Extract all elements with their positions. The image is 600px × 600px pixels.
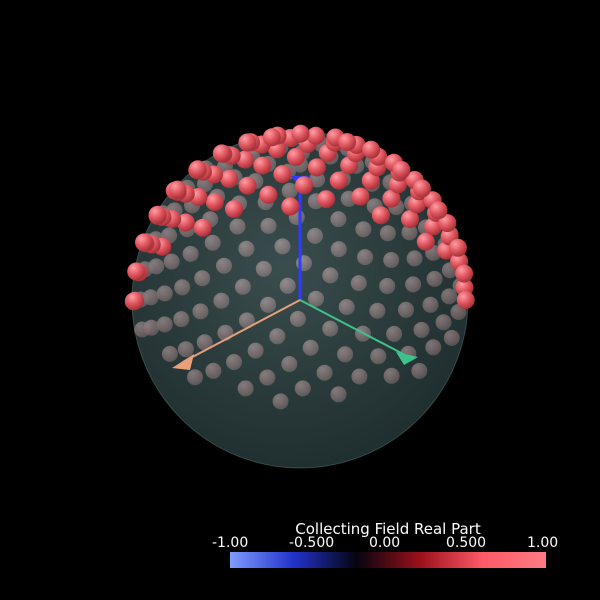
colorbar-gradient bbox=[230, 552, 546, 568]
x-axis-arrow bbox=[172, 354, 194, 370]
colorbar-tick-label: 0.500 bbox=[446, 535, 487, 551]
y-axis-line bbox=[299, 299, 406, 356]
collector-marker bbox=[262, 128, 281, 147]
collector-marker bbox=[317, 190, 336, 209]
collector-marker bbox=[253, 156, 272, 175]
collector-marker bbox=[307, 158, 326, 177]
collector-marker bbox=[295, 176, 313, 195]
collector-marker bbox=[212, 144, 231, 163]
collector-marker bbox=[281, 197, 300, 216]
colorbar-tick-label: 0.00 bbox=[369, 535, 401, 551]
colorbar-tick-label: 1.00 bbox=[527, 535, 559, 551]
collector-marker bbox=[306, 126, 325, 145]
collector-marker bbox=[225, 200, 243, 219]
collector-marker bbox=[448, 238, 467, 257]
collector-marker bbox=[361, 171, 380, 190]
collector-marker bbox=[382, 189, 401, 208]
collector-marker bbox=[286, 148, 305, 166]
y-axis-arrow bbox=[396, 352, 418, 365]
collector-marker bbox=[148, 205, 167, 224]
colorbar-tick-label: -0.500 bbox=[289, 535, 335, 551]
collector-marker bbox=[338, 133, 357, 152]
collector-marker bbox=[193, 218, 212, 237]
x-axis-line bbox=[182, 299, 301, 363]
collector-marker bbox=[392, 161, 411, 179]
collector-marker bbox=[238, 133, 257, 152]
collector-marker bbox=[362, 140, 381, 159]
collector-marker bbox=[329, 171, 348, 190]
collector-marker bbox=[168, 180, 187, 199]
colorbar-title: Collecting Field Real Part bbox=[295, 520, 481, 538]
collector-marker bbox=[291, 124, 310, 143]
collector-marker bbox=[371, 206, 390, 225]
collector-marker bbox=[429, 201, 448, 220]
collector-marker bbox=[273, 165, 292, 184]
collector-marker bbox=[401, 210, 419, 229]
near-side-markers bbox=[124, 124, 475, 311]
collector-marker bbox=[412, 179, 431, 198]
collector-marker bbox=[455, 264, 474, 283]
collector-marker bbox=[456, 291, 475, 309]
colorbar-tick-label: -1.00 bbox=[212, 535, 249, 551]
collector-marker bbox=[259, 185, 278, 204]
collector-marker bbox=[127, 262, 146, 281]
collector-marker bbox=[188, 160, 207, 179]
collector-marker bbox=[205, 193, 224, 211]
collector-marker bbox=[135, 233, 153, 252]
collector-marker bbox=[424, 217, 443, 236]
collector-marker bbox=[220, 170, 239, 188]
collector-marker bbox=[238, 176, 257, 195]
collector-marker bbox=[351, 187, 370, 206]
collector-marker bbox=[126, 291, 144, 310]
collector-marker bbox=[176, 213, 195, 232]
collector-marker bbox=[438, 214, 457, 233]
collector-marker bbox=[416, 232, 435, 251]
